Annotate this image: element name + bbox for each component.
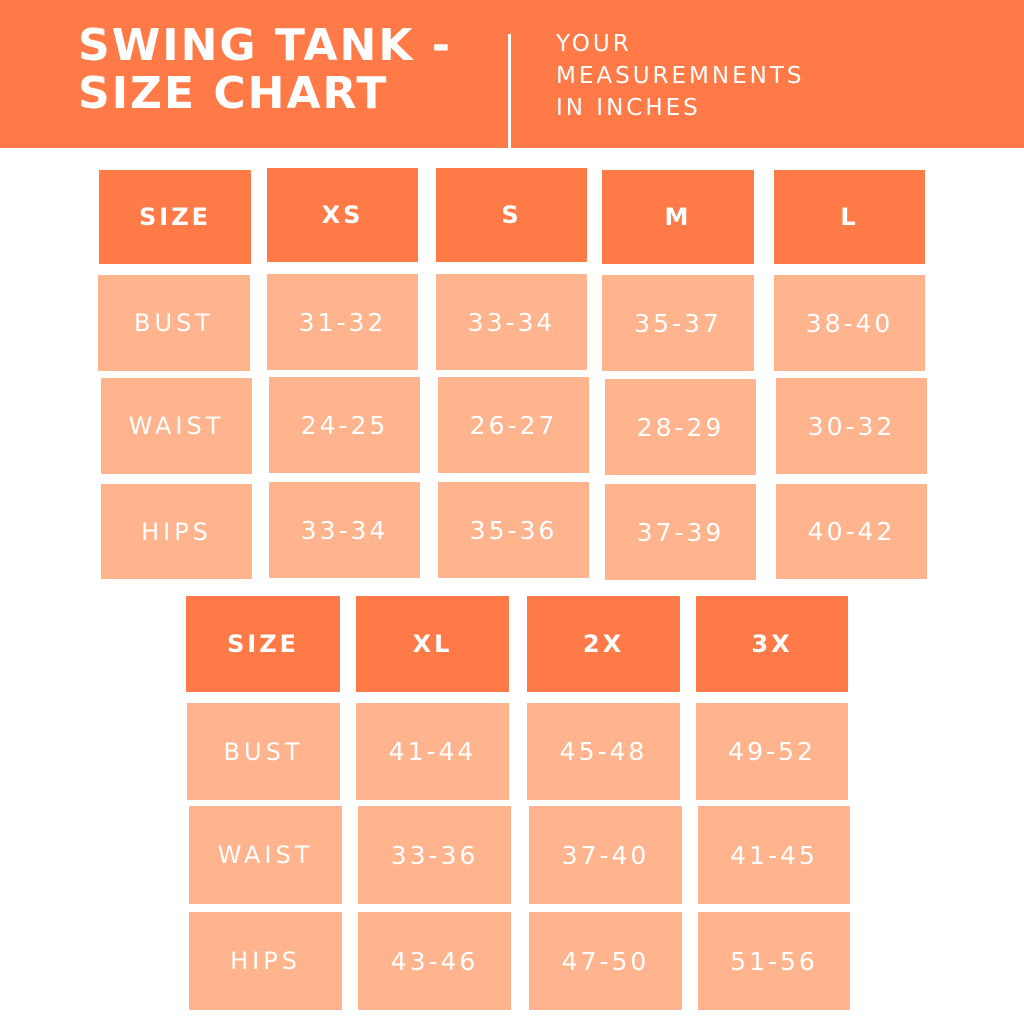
table-cell: 45-48 (527, 703, 680, 800)
subtitle-line-1: YOUR (556, 31, 632, 57)
header-banner: SWING TANK - SIZE CHART YOUR MEASUREMNEN… (0, 0, 1024, 148)
row-label-bust: BUST (187, 703, 340, 800)
table-cell: 24-25 (269, 377, 420, 473)
row-label-bust: BUST (98, 275, 250, 371)
page-title: SWING TANK - SIZE CHART (78, 22, 452, 118)
header-divider (508, 34, 511, 148)
row-label-hips: HIPS (101, 484, 252, 579)
title-line-2: SIZE CHART (78, 68, 389, 119)
table-cell: 33-34 (436, 274, 587, 370)
table-cell: 47-50 (529, 912, 682, 1010)
row-label-waist: WAIST (189, 806, 342, 904)
size-header-l: L (774, 170, 925, 264)
table-cell: 37-39 (605, 484, 756, 580)
table-cell: 49-52 (696, 703, 848, 800)
row-label-hips: HIPS (189, 912, 342, 1010)
table-cell: 26-27 (438, 377, 589, 473)
size-header-xs: XS (267, 168, 418, 262)
table-cell: 35-36 (438, 482, 589, 578)
table-cell: 40-42 (776, 484, 927, 579)
page-subtitle: YOUR MEASUREMNENTS IN INCHES (556, 28, 805, 124)
size-header-m: M (602, 170, 754, 264)
row-label-waist: WAIST (101, 378, 252, 474)
size-header-xl: XL (356, 596, 509, 692)
table-cell: 41-45 (698, 806, 850, 904)
table-cell: 28-29 (605, 379, 756, 475)
table-cell: 43-46 (358, 912, 511, 1010)
table-cell: 31-32 (267, 274, 418, 370)
size-header-label: SIZE (99, 170, 251, 264)
size-header-3x: 3X (696, 596, 848, 692)
table-cell: 33-36 (358, 806, 511, 904)
subtitle-line-3: IN INCHES (556, 95, 701, 121)
size-header-label: SIZE (186, 596, 340, 692)
table-cell: 51-56 (698, 912, 850, 1010)
title-line-1: SWING TANK - (78, 20, 453, 71)
size-header-2x: 2X (527, 596, 680, 692)
subtitle-line-2: MEASUREMNENTS (556, 63, 805, 89)
table-cell: 35-37 (602, 275, 754, 371)
table-cell: 30-32 (776, 378, 927, 474)
table-cell: 38-40 (774, 275, 925, 371)
table-cell: 41-44 (356, 703, 509, 800)
table-cell: 33-34 (269, 482, 420, 578)
size-header-s: S (436, 168, 587, 262)
table-cell: 37-40 (529, 806, 682, 904)
